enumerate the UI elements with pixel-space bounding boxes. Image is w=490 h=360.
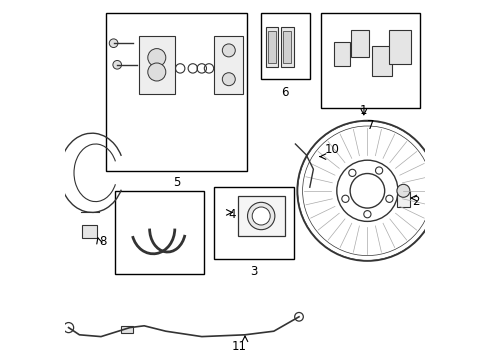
Circle shape: [350, 174, 385, 208]
Circle shape: [222, 73, 235, 86]
Circle shape: [222, 44, 235, 57]
Text: 8: 8: [99, 235, 107, 248]
Circle shape: [386, 195, 393, 202]
Polygon shape: [81, 225, 98, 238]
Text: 2: 2: [413, 195, 420, 208]
Polygon shape: [215, 36, 243, 94]
Text: 1: 1: [360, 104, 368, 117]
Circle shape: [397, 184, 410, 197]
Polygon shape: [334, 42, 350, 66]
Polygon shape: [121, 326, 133, 333]
Circle shape: [247, 202, 275, 230]
Polygon shape: [266, 27, 278, 67]
Polygon shape: [139, 36, 175, 94]
Circle shape: [252, 207, 270, 225]
Text: 6: 6: [282, 86, 289, 99]
Polygon shape: [351, 30, 369, 57]
Polygon shape: [281, 27, 294, 67]
Text: 10: 10: [324, 143, 339, 156]
Text: 3: 3: [250, 265, 258, 278]
Polygon shape: [389, 30, 411, 63]
Circle shape: [349, 169, 356, 176]
Text: 5: 5: [173, 176, 180, 189]
Circle shape: [148, 63, 166, 81]
Text: 7: 7: [367, 119, 374, 132]
Polygon shape: [268, 31, 276, 63]
Polygon shape: [397, 191, 410, 207]
Text: 11: 11: [232, 340, 247, 353]
Circle shape: [375, 167, 383, 174]
Circle shape: [148, 49, 166, 67]
Polygon shape: [372, 46, 392, 76]
Text: 4: 4: [229, 208, 236, 221]
Polygon shape: [238, 196, 285, 236]
Circle shape: [364, 211, 371, 218]
Circle shape: [342, 195, 349, 202]
Circle shape: [113, 60, 122, 69]
Polygon shape: [283, 31, 292, 63]
Circle shape: [109, 39, 118, 48]
